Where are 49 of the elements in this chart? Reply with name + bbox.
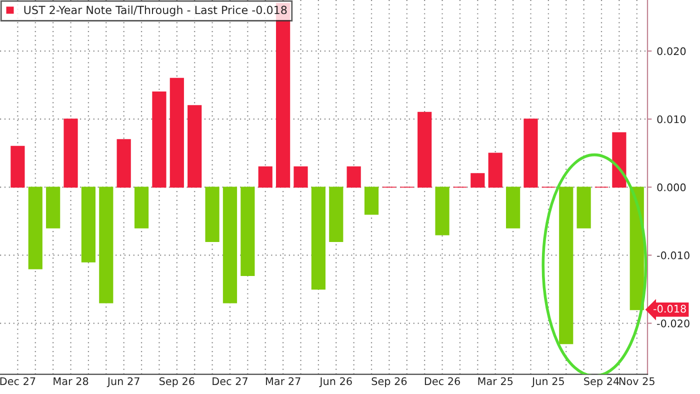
bar — [311, 186, 326, 290]
x-tick-label: Nov 25 — [619, 377, 654, 386]
bar — [418, 112, 432, 188]
bar — [524, 118, 538, 188]
bar — [64, 118, 78, 188]
bar — [294, 166, 308, 188]
bar — [470, 173, 485, 188]
x-tick-label: Sep 24 — [584, 377, 620, 388]
y-tick-label: 0.010 — [657, 115, 686, 124]
bar — [364, 186, 379, 215]
bar — [10, 146, 25, 188]
bar — [559, 186, 574, 344]
x-tick-label: Sep 26 — [160, 377, 194, 388]
bar — [152, 91, 166, 188]
bar — [488, 152, 502, 188]
bar — [170, 78, 184, 188]
y-tick-label: 0.020 — [657, 47, 686, 56]
bar — [222, 186, 238, 304]
x-tick-label: Jun 25 — [531, 377, 564, 388]
x-tick-label: Mar 25 — [478, 377, 513, 386]
bar — [329, 186, 344, 242]
bar — [258, 166, 272, 188]
bar — [506, 186, 520, 228]
x-tick-label: Dec 26 — [424, 377, 460, 386]
bar — [46, 186, 60, 228]
x-tick-label: Mar 28 — [54, 377, 88, 386]
y-tick-label: -0.020 — [657, 319, 690, 328]
bar — [205, 186, 220, 242]
x-tick-label: Jun 26 — [319, 377, 352, 388]
bar — [612, 132, 626, 188]
bar — [576, 186, 591, 228]
x-tick-label: Dec 27 — [0, 377, 36, 386]
legend-label: UST 2-Year Note Tail/Through - Last Price -0.018 — [24, 6, 287, 16]
y-tick-label: 0.000 — [657, 183, 686, 192]
bar — [28, 186, 42, 270]
bar — [99, 186, 114, 304]
bar — [240, 186, 255, 276]
x-tick-label: Sep 26 — [372, 377, 407, 388]
bar — [188, 105, 202, 188]
bar — [435, 186, 450, 236]
text: -0.018 — [654, 304, 686, 313]
x-tick-label: Mar 27 — [266, 377, 300, 386]
y-tick-label: -0.010 — [657, 251, 690, 260]
bar — [134, 186, 149, 228]
x-tick-label: Jun 27 — [106, 377, 140, 388]
bar — [116, 139, 131, 188]
x-tick-label: Dec 27 — [212, 377, 248, 386]
bar — [81, 186, 96, 262]
bar — [346, 166, 361, 188]
